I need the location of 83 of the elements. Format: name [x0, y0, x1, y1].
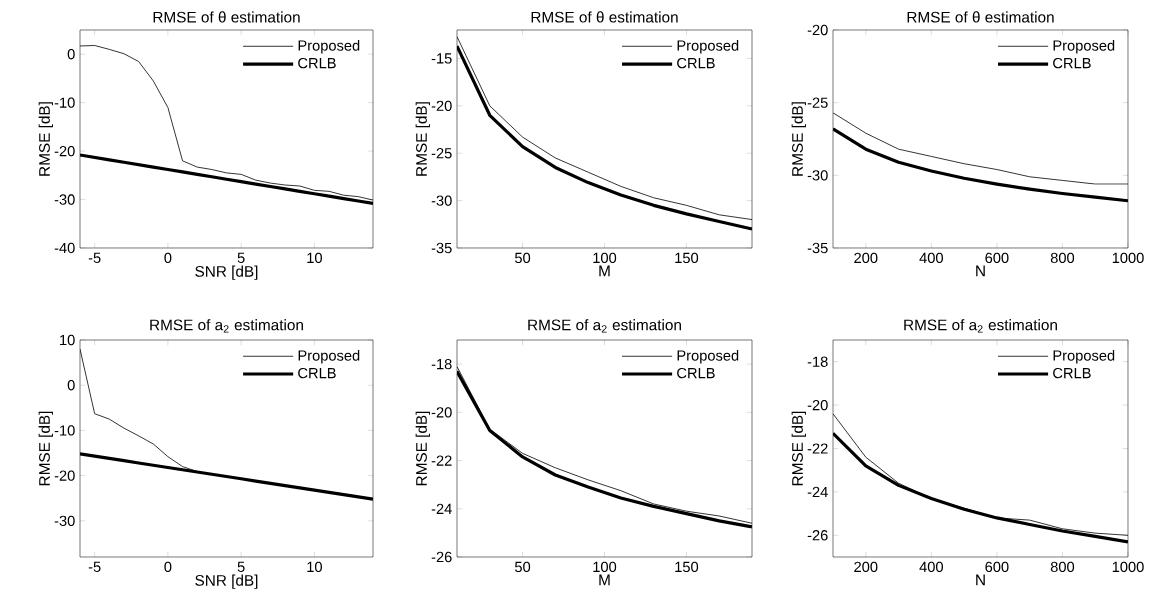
y-tick-label: -15 — [431, 53, 452, 64]
x-tick-label: 100 — [593, 561, 617, 573]
y-tick-label: -20 — [54, 145, 75, 157]
x-tick-label: -5 — [88, 252, 101, 263]
y-tick-label: -10 — [54, 425, 75, 436]
x-tick-label: 50 — [514, 252, 531, 264]
y-tick-label: -30 — [807, 170, 828, 181]
legend-label: CRLB — [1053, 367, 1091, 379]
legend-label: CRLB — [677, 57, 715, 69]
y-tick-label: -30 — [54, 194, 75, 205]
legend-label: CRLB — [298, 57, 336, 69]
x-tick-label: 5 — [237, 561, 245, 572]
y-tick-label: -20 — [431, 407, 452, 418]
y-tick-label: -20 — [807, 399, 828, 411]
x-axis-title: SNR [dB] — [195, 574, 258, 589]
x-tick-label: 0 — [164, 561, 172, 573]
y-tick-label: -20 — [54, 470, 75, 481]
x-tick-label: 600 — [985, 561, 1009, 573]
x-tick-label: 200 — [854, 561, 878, 573]
y-tick-label: -26 — [807, 530, 828, 541]
x-tick-label: 50 — [514, 561, 531, 573]
x-tick-label: 800 — [1050, 252, 1075, 264]
legend-label: Proposed — [677, 39, 739, 54]
y-axis-title: RMSE [dB] — [415, 102, 430, 176]
legend-label: Proposed — [298, 39, 360, 54]
y-tick-label: -25 — [807, 97, 828, 108]
legend-label: Proposed — [677, 349, 739, 364]
y-tick-label: -18 — [431, 358, 452, 370]
x-tick-label: 400 — [919, 252, 943, 264]
y-tick-label: -40 — [54, 242, 75, 254]
y-axis-title: RMSE [dB] — [791, 411, 806, 486]
x-tick-label: 400 — [919, 561, 943, 573]
chart-title: RMSE of a$_{2}$ estimation — [150, 319, 303, 333]
y-tick-label: -24 — [431, 503, 452, 514]
x-axis-title: N — [976, 265, 985, 277]
x-tick-label: 10 — [307, 252, 322, 264]
legend-label: CRLB — [677, 367, 715, 379]
y-tick-label: 0 — [67, 49, 75, 60]
y-axis-title: RMSE [dB] — [791, 102, 806, 176]
y-tick-label: -35 — [807, 242, 828, 254]
x-tick-label: 100 — [593, 252, 617, 264]
x-axis-title: N — [976, 574, 985, 586]
x-tick-label: 150 — [675, 252, 699, 264]
chart-title: RMSE of θ estimation — [907, 11, 1054, 23]
legend-label: Proposed — [1053, 39, 1115, 54]
y-tick-label: -22 — [807, 443, 828, 454]
y-tick-label: -20 — [431, 100, 452, 112]
x-tick-label: 0 — [164, 252, 172, 264]
x-tick-label: 150 — [675, 561, 699, 573]
y-tick-label: -10 — [54, 97, 75, 108]
legend-label: Proposed — [1053, 349, 1115, 364]
y-tick-label: -30 — [431, 195, 452, 206]
legend-label: Proposed — [298, 349, 360, 364]
y-tick-label: -18 — [807, 356, 828, 367]
x-tick-label: -5 — [88, 561, 101, 572]
y-tick-label: -35 — [431, 242, 452, 254]
chart-title: RMSE of a$_{2}$ estimation — [528, 319, 681, 333]
legend-label: CRLB — [1053, 57, 1091, 69]
x-axis-title: M — [599, 265, 610, 277]
y-tick-label: -20 — [807, 24, 828, 36]
x-tick-label: 600 — [985, 252, 1009, 264]
x-tick-label: 10 — [307, 561, 322, 573]
chart-title: RMSE of a$_{2}$ estimation — [904, 319, 1057, 333]
y-tick-label: -30 — [54, 515, 75, 527]
y-tick-label: -24 — [807, 486, 828, 498]
x-axis-title: M — [599, 574, 610, 586]
chart-title: RMSE of θ estimation — [153, 11, 300, 23]
legend-label: CRLB — [298, 367, 336, 379]
y-tick-label: 10 — [60, 334, 75, 346]
y-tick-label: -25 — [431, 148, 452, 159]
x-tick-label: 200 — [854, 252, 878, 264]
x-tick-label: 1000 — [1112, 561, 1144, 573]
y-tick-label: -22 — [431, 455, 452, 466]
y-axis-title: RMSE [dB] — [38, 411, 53, 486]
y-tick-label: 0 — [67, 380, 75, 391]
x-tick-label: 800 — [1050, 561, 1075, 573]
chart-title: RMSE of θ estimation — [531, 11, 678, 23]
y-axis-title: RMSE [dB] — [415, 411, 430, 486]
y-tick-label: -26 — [431, 551, 452, 563]
y-axis-title: RMSE [dB] — [38, 102, 53, 176]
x-axis-title: SNR [dB] — [195, 265, 258, 280]
x-tick-label: 1000 — [1112, 252, 1144, 264]
x-tick-label: 5 — [237, 252, 245, 263]
